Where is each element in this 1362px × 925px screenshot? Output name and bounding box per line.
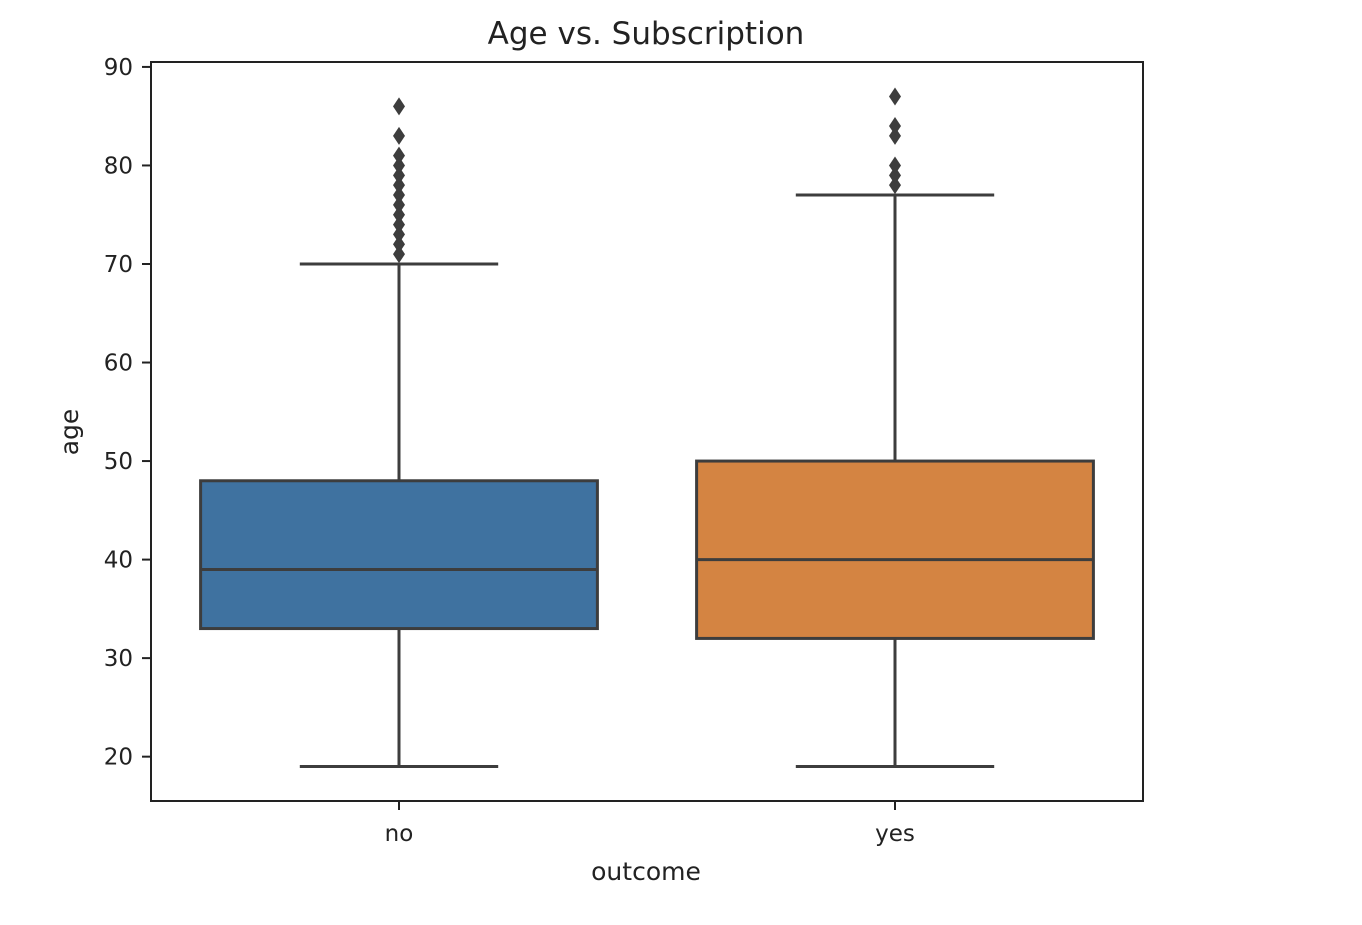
y-tick-label: 50 xyxy=(104,449,133,475)
y-tick-label: 30 xyxy=(104,646,133,672)
y-tick-label: 70 xyxy=(104,252,133,278)
y-axis-label: age xyxy=(55,409,84,456)
outlier-point xyxy=(393,126,405,145)
outlier-point xyxy=(889,176,901,195)
outlier-point xyxy=(393,186,405,205)
outlier-point xyxy=(393,97,405,116)
x-axis-label: outcome xyxy=(591,857,701,886)
outlier-point xyxy=(889,117,901,136)
x-tick-label: yes xyxy=(875,821,915,847)
outlier-point xyxy=(889,126,901,145)
outlier-point xyxy=(889,166,901,185)
outlier-point xyxy=(393,225,405,244)
outlier-point xyxy=(393,195,405,214)
chart-title: Age vs. Subscription xyxy=(488,16,805,52)
plot-frame xyxy=(150,61,1144,802)
y-tick-label: 90 xyxy=(104,55,133,81)
x-tick-label: no xyxy=(385,821,414,847)
y-tick-label: 40 xyxy=(104,548,133,574)
box-yes xyxy=(695,459,1095,640)
outlier-point xyxy=(393,235,405,254)
outlier-point xyxy=(393,176,405,195)
outlier-point xyxy=(393,215,405,234)
y-tick-label: 60 xyxy=(104,351,133,377)
outlier-point xyxy=(889,87,901,106)
outlier-point xyxy=(393,166,405,185)
outlier-point xyxy=(393,156,405,175)
y-tick-label: 20 xyxy=(104,745,133,771)
outlier-point xyxy=(393,245,405,264)
outlier-point xyxy=(889,156,901,175)
y-tick-label: 80 xyxy=(104,153,133,179)
box-no xyxy=(199,479,599,631)
outlier-point xyxy=(393,146,405,165)
outlier-point xyxy=(393,205,405,224)
